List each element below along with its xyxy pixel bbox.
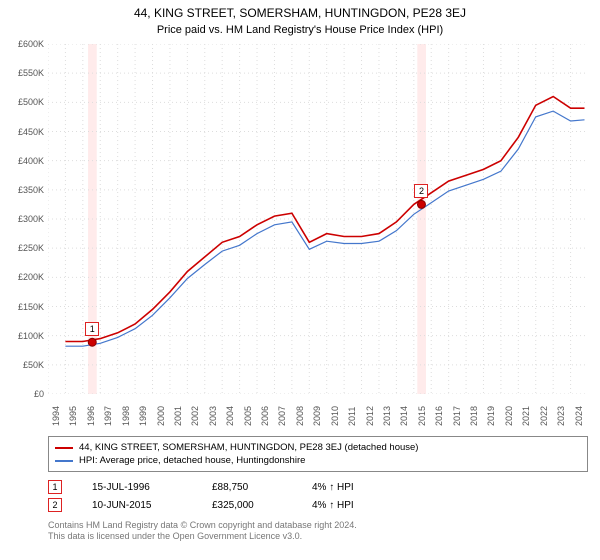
y-tick-label: £450K: [4, 127, 44, 137]
legend-swatch: [55, 460, 73, 462]
sale-index-box: 1: [48, 480, 62, 494]
sale-date: 10-JUN-2015: [92, 500, 182, 511]
x-tick-label: 2014: [399, 406, 409, 426]
legend-label: HPI: Average price, detached house, Hunt…: [79, 455, 305, 466]
legend-item: 44, KING STREET, SOMERSHAM, HUNTINGDON, …: [55, 441, 581, 454]
x-tick-label: 2001: [173, 406, 183, 426]
x-tick-label: 2003: [208, 406, 218, 426]
x-tick-label: 2022: [539, 406, 549, 426]
y-tick-label: £400K: [4, 156, 44, 166]
y-tick-label: £300K: [4, 214, 44, 224]
chart-canvas: [48, 44, 588, 394]
x-tick-label: 2011: [347, 407, 357, 426]
x-tick-label: 2019: [486, 406, 496, 426]
x-axis-labels: 1994 1995 1996 1997 1998 1999 2000 2001 2002 2003…: [48, 398, 588, 438]
sales-table: 1 15-JUL-1996 £88,750 4% ↑ HPI 2 10-JUN-…: [48, 478, 574, 514]
x-tick-label: 2005: [243, 406, 253, 426]
sale-pct: 4% ↑ HPI: [312, 482, 392, 493]
x-tick-label: 2009: [312, 406, 322, 426]
y-tick-label: £500K: [4, 97, 44, 107]
x-tick-label: 2000: [156, 406, 166, 426]
sale-pct: 4% ↑ HPI: [312, 500, 392, 511]
x-tick-label: 1995: [68, 406, 78, 426]
x-tick-label: 1998: [121, 406, 131, 426]
x-tick-label: 1994: [51, 406, 61, 426]
sale-marker-box: 1: [85, 322, 99, 336]
sale-price: £88,750: [212, 482, 282, 493]
y-tick-label: £350K: [4, 185, 44, 195]
x-tick-label: 2017: [452, 406, 462, 426]
x-tick-label: 2018: [469, 406, 479, 426]
y-tick-label: £100K: [4, 331, 44, 341]
sale-marker-box: 2: [414, 184, 428, 198]
y-tick-label: £50K: [4, 360, 44, 370]
y-tick-label: £550K: [4, 68, 44, 78]
legend-label: 44, KING STREET, SOMERSHAM, HUNTINGDON, …: [79, 442, 418, 453]
chart-legend: 44, KING STREET, SOMERSHAM, HUNTINGDON, …: [48, 436, 588, 472]
sale-price: £325,000: [212, 500, 282, 511]
sale-row: 2 10-JUN-2015 £325,000 4% ↑ HPI: [48, 496, 574, 514]
y-tick-label: £200K: [4, 272, 44, 282]
y-tick-label: £150K: [4, 302, 44, 312]
x-tick-label: 2021: [521, 406, 531, 426]
y-tick-label: £0: [4, 389, 44, 399]
page-title: 44, KING STREET, SOMERSHAM, HUNTINGDON, …: [0, 0, 600, 20]
sale-row: 1 15-JUL-1996 £88,750 4% ↑ HPI: [48, 478, 574, 496]
x-tick-label: 2015: [417, 406, 427, 426]
x-tick-label: 1997: [103, 406, 113, 426]
footer-line: Contains HM Land Registry data © Crown c…: [48, 520, 574, 531]
y-tick-label: £250K: [4, 243, 44, 253]
x-tick-label: 1999: [138, 406, 148, 426]
x-tick-label: 2024: [574, 406, 584, 426]
x-tick-label: 2002: [190, 406, 200, 426]
x-tick-label: 2008: [295, 406, 305, 426]
x-tick-label: 2010: [330, 406, 340, 426]
attribution-footer: Contains HM Land Registry data © Crown c…: [48, 520, 574, 543]
sale-date: 15-JUL-1996: [92, 482, 182, 493]
legend-swatch: [55, 447, 73, 449]
x-tick-label: 2012: [365, 406, 375, 426]
x-tick-label: 2023: [556, 406, 566, 426]
x-tick-label: 1996: [86, 406, 96, 426]
x-tick-label: 2013: [382, 406, 392, 426]
price-chart: [48, 44, 588, 394]
y-tick-label: £600K: [4, 39, 44, 49]
legend-item: HPI: Average price, detached house, Hunt…: [55, 454, 581, 467]
x-tick-label: 2007: [277, 406, 287, 426]
footer-line: This data is licensed under the Open Gov…: [48, 531, 574, 542]
x-tick-label: 2020: [504, 406, 514, 426]
x-tick-label: 2016: [434, 406, 444, 426]
page-subtitle: Price paid vs. HM Land Registry's House …: [0, 20, 600, 42]
x-tick-label: 2006: [260, 406, 270, 426]
x-tick-label: 2004: [225, 406, 235, 426]
sale-index-box: 2: [48, 498, 62, 512]
